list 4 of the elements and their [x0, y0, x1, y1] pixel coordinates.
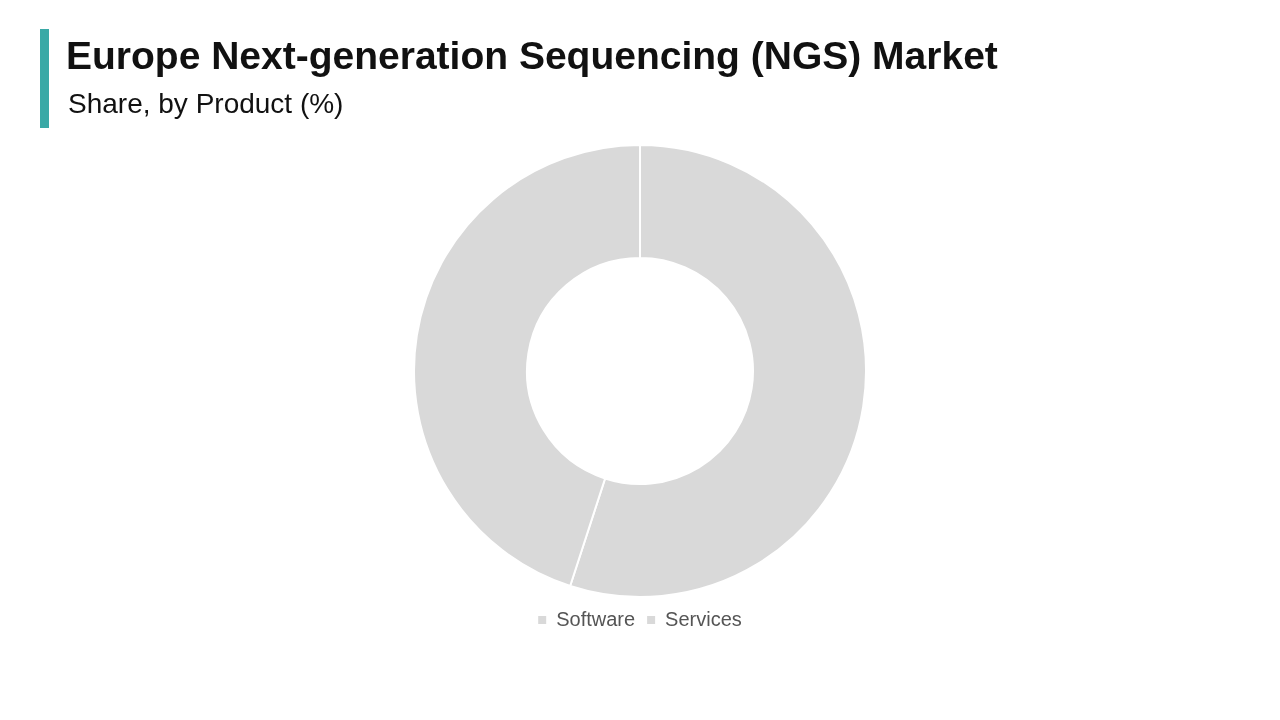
- chart-title: Europe Next-generation Sequencing (NGS) Market: [66, 34, 998, 78]
- chart-subtitle: Share, by Product (%): [68, 88, 344, 120]
- legend-label: Services: [665, 607, 742, 630]
- legend-label: Software: [556, 607, 636, 630]
